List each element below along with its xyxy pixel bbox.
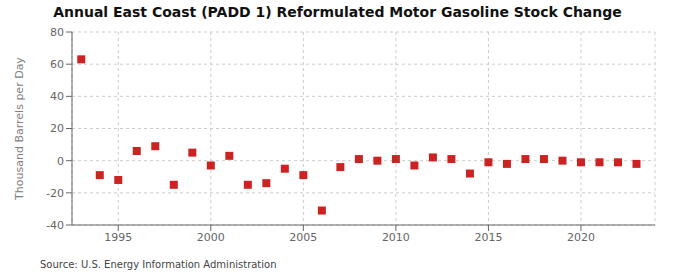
svg-text:0: 0: [57, 155, 64, 168]
svg-text:1995: 1995: [104, 231, 132, 244]
svg-text:40: 40: [50, 90, 64, 103]
svg-text:2020: 2020: [567, 231, 595, 244]
svg-text:80: 80: [50, 26, 64, 39]
html-text:Annual East Coast (PADD 1) Ref: Annual East Coast (PADD 1) Reformulated …: [53, 4, 622, 20]
svg-text:2010: 2010: [382, 231, 410, 244]
svg-text:2005: 2005: [289, 231, 317, 244]
svg-text:2015: 2015: [474, 231, 502, 244]
svg-text:-40: -40: [46, 219, 64, 232]
svg-text:-20: -20: [46, 187, 64, 200]
html-text:Source: U.S. Energy Informatio: Source: U.S. Energy Information Administ…: [40, 259, 277, 270]
svg-text:2000: 2000: [197, 231, 225, 244]
svg-text:60: 60: [50, 58, 64, 71]
svg-text:20: 20: [50, 122, 64, 135]
svg-text:Thousand Barrels per Day: Thousand Barrels per Day: [13, 57, 26, 201]
